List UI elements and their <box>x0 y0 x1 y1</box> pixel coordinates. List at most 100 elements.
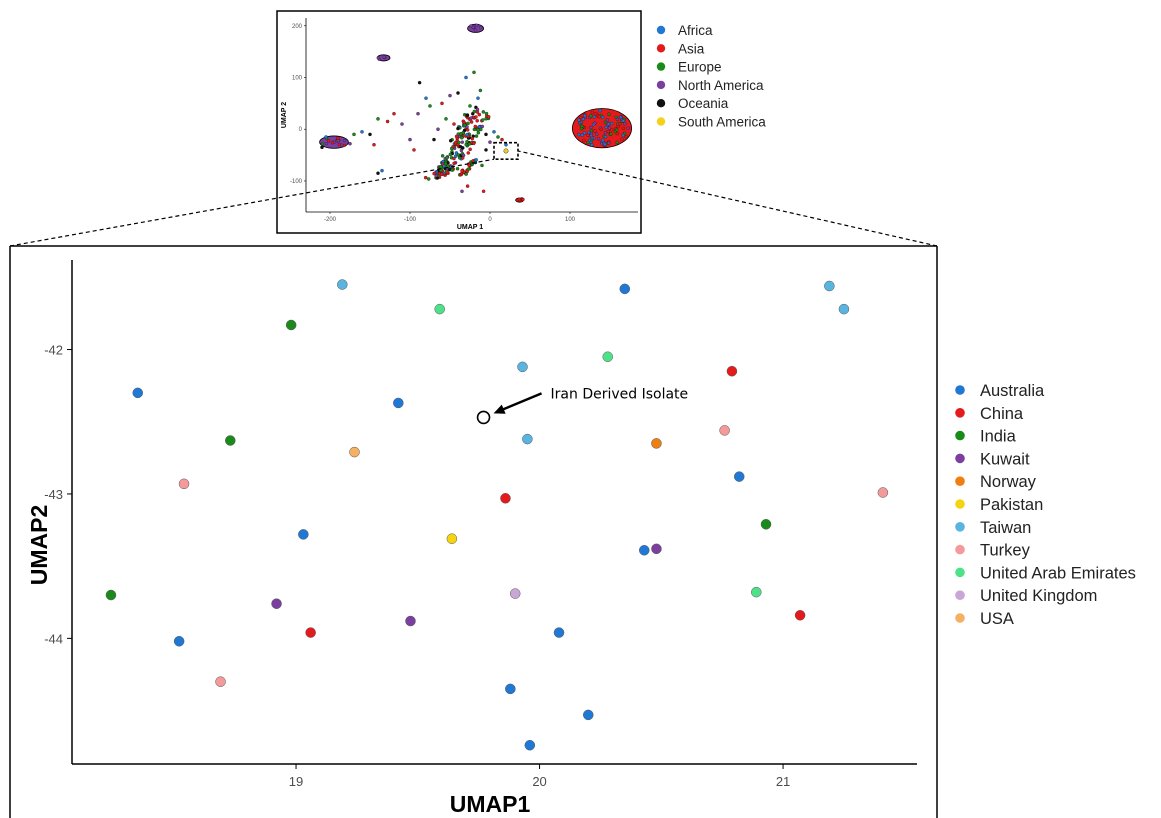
overview-point <box>609 121 614 126</box>
overview-point <box>460 136 464 140</box>
overview-point <box>450 168 455 172</box>
overview-point <box>324 141 329 146</box>
legend-label-africa: Africa <box>678 23 713 38</box>
overview-point <box>459 132 463 136</box>
legend-label-asia: Asia <box>678 41 705 56</box>
overview-point <box>424 96 428 100</box>
annotation-label: Iran Derived Isolate <box>551 386 689 402</box>
overview-cluster-top-blob <box>467 23 485 33</box>
overview-point <box>320 145 324 150</box>
overview-point <box>606 122 611 126</box>
overview-point <box>465 140 469 144</box>
overview-point <box>479 127 483 132</box>
point-australia <box>733 471 745 482</box>
overview-point <box>456 91 460 95</box>
point-pakistan <box>446 533 458 544</box>
legend-label-united-arab-emirates: United Arab Emirates <box>980 564 1136 582</box>
point-china <box>726 365 738 377</box>
point-united-arab-emirates <box>602 351 613 363</box>
overview-point <box>484 148 488 152</box>
point-australia <box>505 683 516 695</box>
legend-label-oceania: Oceania <box>678 96 729 111</box>
legend-swatch-kuwait <box>955 453 965 464</box>
overview-point <box>472 109 477 114</box>
overview-point <box>461 146 465 150</box>
overview-point <box>484 132 488 137</box>
zoom-points <box>105 279 889 751</box>
point-taiwan <box>517 361 528 373</box>
overview-point <box>586 133 590 137</box>
overview-point <box>615 117 620 122</box>
overview-point <box>460 189 464 194</box>
overview-point <box>599 127 603 131</box>
point-india <box>225 435 236 446</box>
zoom-legend: Australia China India Kuwait Norway Pakistan T… <box>955 382 1136 628</box>
overview-point <box>626 126 630 130</box>
legend-swatch-asia <box>656 44 666 53</box>
legend-swatch-united-kingdom <box>955 590 965 600</box>
overview-point <box>462 123 467 127</box>
overview-point <box>476 96 480 100</box>
overview-point <box>434 174 438 178</box>
overview-point <box>590 143 594 147</box>
legend-label-europe: Europe <box>678 60 722 75</box>
zoom-connector-right <box>517 150 938 247</box>
overview-point <box>581 117 585 121</box>
zoom-y-tick-label: -43 <box>44 487 63 502</box>
overview-point <box>580 133 584 137</box>
overview-point <box>589 125 593 130</box>
overview-point <box>440 154 445 158</box>
overview-point <box>450 146 454 151</box>
overview-point <box>466 167 471 171</box>
overview-point <box>460 140 465 144</box>
overview-point <box>481 118 485 122</box>
point-australia <box>173 635 185 647</box>
overview-point <box>444 117 448 121</box>
point-united-arab-emirates <box>751 586 762 598</box>
point-taiwan <box>522 433 533 445</box>
overview-point <box>455 166 460 171</box>
overview-point <box>504 143 508 147</box>
overview-point <box>607 112 611 116</box>
overview-point <box>609 132 613 136</box>
overview-point <box>621 119 625 123</box>
overview-point <box>392 111 396 116</box>
overview-point <box>324 135 328 139</box>
overview-point <box>590 110 594 115</box>
overview-x-tick-label: 0 <box>488 217 492 223</box>
point-kuwait <box>405 615 416 627</box>
overview-point <box>360 130 364 134</box>
overview-point <box>604 125 608 130</box>
overview-point <box>623 122 627 126</box>
overview-point <box>481 189 486 194</box>
legend-label-taiwan: Taiwan <box>980 519 1031 537</box>
overview-point <box>337 142 341 147</box>
zoom-y-title: UMAP2 <box>26 505 52 586</box>
overview-point <box>579 120 584 124</box>
overview-point <box>477 112 482 117</box>
overview-y-title: UMAP 2 <box>281 102 288 128</box>
legend-label-north-america: North America <box>678 78 764 93</box>
overview-point <box>469 120 474 124</box>
overview-point <box>428 104 432 108</box>
overview-point <box>464 172 468 176</box>
annotation-arrow <box>500 392 543 412</box>
overview-x-title: UMAP 1 <box>457 224 483 231</box>
overview-point <box>461 153 466 158</box>
overview-point <box>587 130 591 135</box>
point-australia <box>524 739 536 751</box>
overview-point <box>607 126 612 130</box>
overview-point <box>596 137 601 141</box>
overview-point <box>589 128 594 133</box>
overview-point <box>326 139 331 143</box>
overview-point <box>469 24 473 28</box>
overview-point <box>468 147 472 152</box>
overview-point <box>474 158 478 162</box>
overview-point <box>445 155 449 160</box>
overview-point <box>465 128 470 132</box>
legend-swatch-usa <box>955 613 965 623</box>
overview-point <box>465 132 469 137</box>
annotation-arrowhead <box>493 404 506 414</box>
overview-point <box>517 197 521 201</box>
overview-point <box>469 116 473 120</box>
